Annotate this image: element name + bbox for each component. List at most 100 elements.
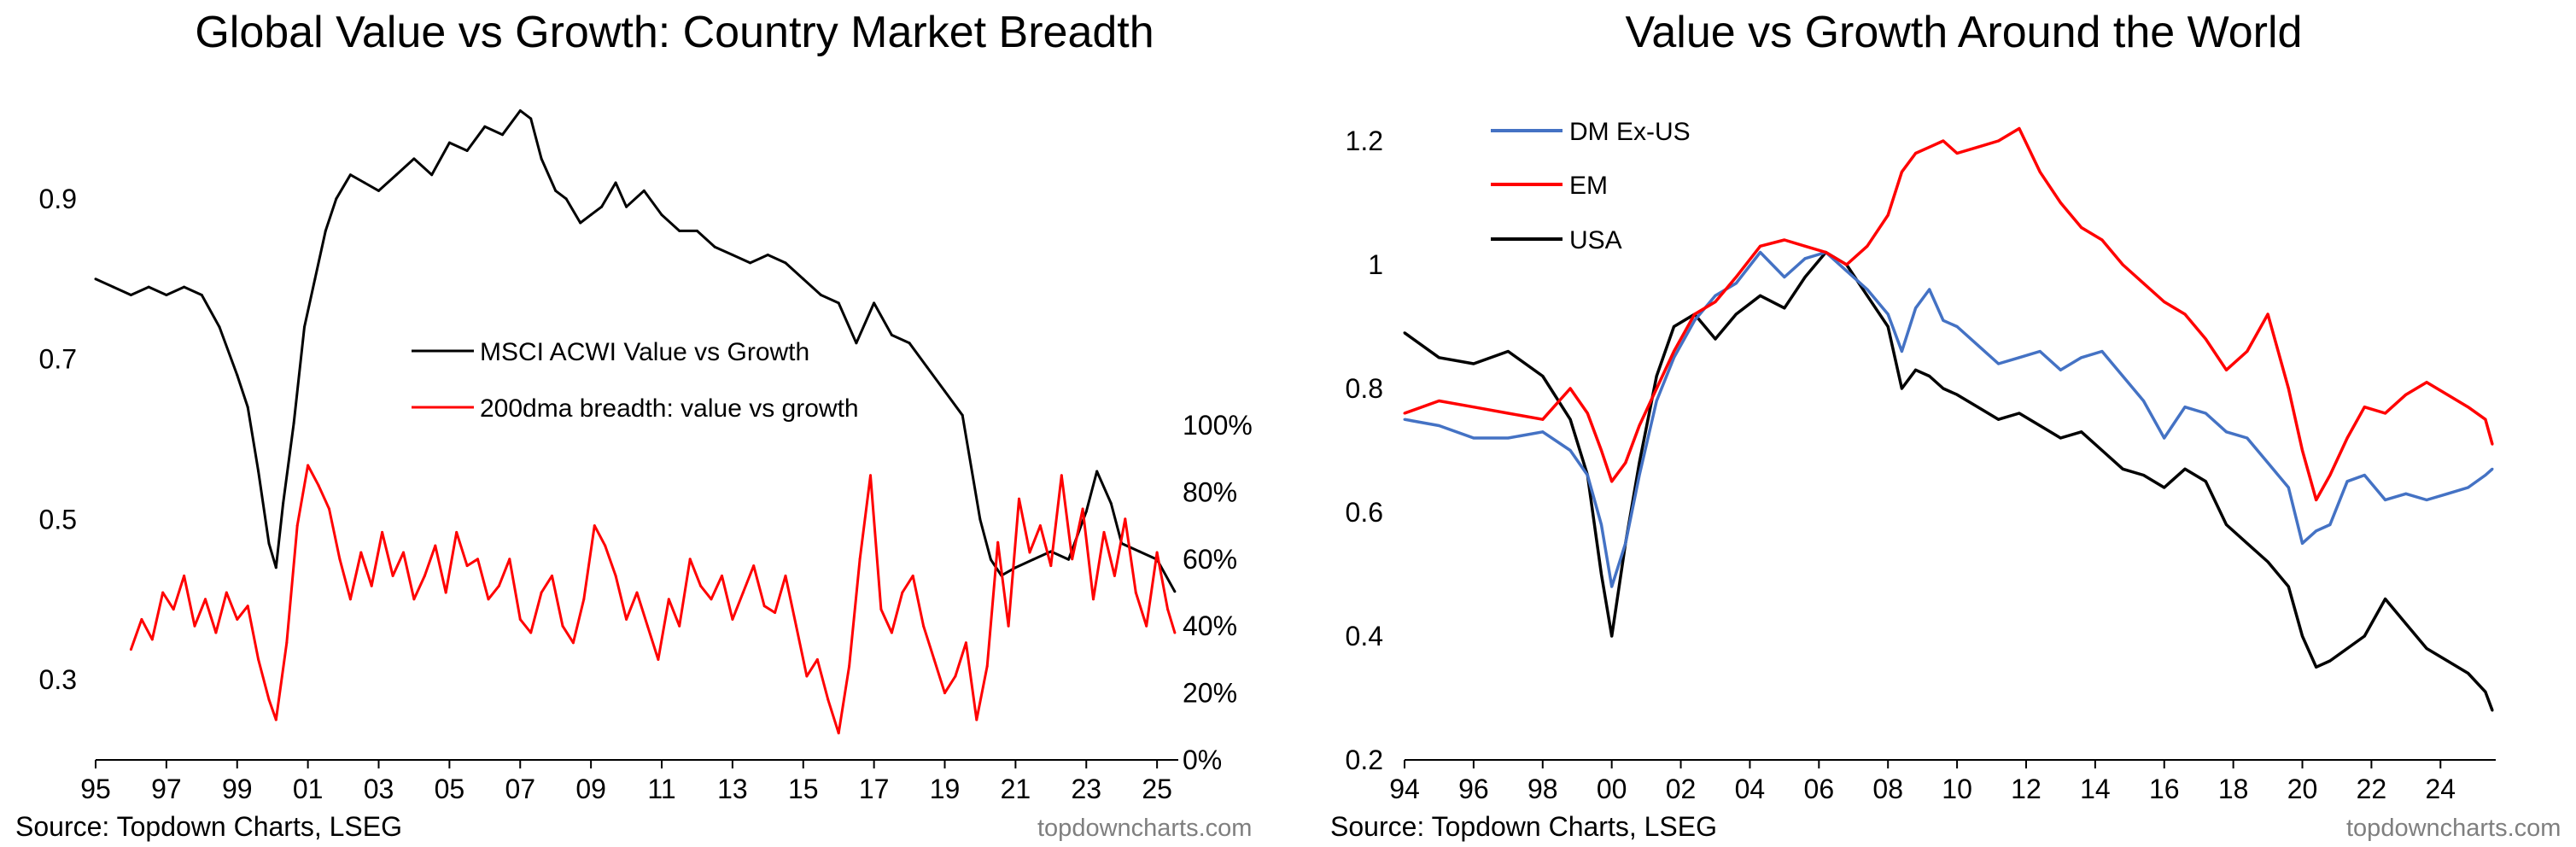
dm-ex-us-point	[1638, 474, 1641, 476]
em-point	[1803, 244, 1807, 248]
usa-point	[2287, 585, 2290, 588]
dm-ex-us-point	[1997, 362, 2001, 365]
value-vs-growth-point	[820, 294, 822, 296]
value-vs-growth-point	[642, 189, 645, 192]
value-vs-growth-point	[695, 229, 698, 232]
dm-ex-us-point	[1403, 418, 1406, 421]
value-vs-growth-point	[625, 205, 628, 208]
breadth-point	[1071, 558, 1074, 561]
em-point	[1610, 480, 1614, 483]
breadth-point	[551, 574, 553, 577]
breadth-point	[879, 608, 883, 611]
em-point	[2384, 412, 2387, 415]
breadth-point	[932, 657, 936, 661]
breadth-point	[476, 558, 479, 561]
breadth-point	[1060, 474, 1063, 477]
value-vs-growth-point	[564, 197, 568, 201]
dm-ex-us-point	[1600, 523, 1603, 526]
value-vs-growth-point	[989, 558, 992, 561]
dm-ex-us-point	[1693, 318, 1697, 322]
breadth-point	[508, 558, 511, 561]
em-point	[2425, 381, 2428, 384]
right-y-tick-label: 20%	[1183, 678, 1237, 709]
right-x-tick-label: 24	[2425, 774, 2456, 804]
em-point	[2142, 282, 2145, 285]
right-x-tick-label: 10	[1942, 774, 1972, 804]
breadth-point	[274, 718, 277, 721]
right-x-tick-label: 16	[2149, 774, 2180, 804]
value-vs-growth-point	[1013, 566, 1017, 570]
breadth-point	[434, 544, 437, 547]
value-vs-growth-point	[165, 294, 168, 296]
breadth-point	[150, 638, 154, 641]
value-vs-growth-point	[660, 213, 663, 217]
right-chart-y-tick-label: 0.2	[1346, 745, 1383, 775]
breadth-point	[328, 507, 330, 511]
value-vs-growth-point	[430, 173, 434, 177]
dm-ex-us-point	[1759, 251, 1762, 254]
breadth-point	[183, 574, 186, 577]
usa-point	[1506, 350, 1510, 353]
left-y-tick-label: 0.9	[39, 184, 77, 214]
em-point	[1568, 387, 1572, 390]
em-point	[2225, 368, 2228, 371]
value-vs-growth-point	[394, 173, 398, 177]
value-vs-growth-point	[978, 517, 982, 521]
value-vs-growth-point	[926, 365, 929, 369]
em-point	[2491, 442, 2494, 446]
dm-ex-us-point	[1866, 288, 1869, 291]
dm-ex-us-point	[2121, 375, 2124, 377]
breadth-point	[805, 675, 809, 678]
value-vs-growth-point	[335, 197, 338, 201]
value-vs-growth-point	[267, 542, 271, 545]
dm-ex-us-point	[1803, 257, 1807, 260]
em-point	[2038, 170, 2042, 173]
usa-point	[2246, 541, 2249, 545]
value-vs-growth-point	[540, 157, 543, 161]
breadth-point	[848, 664, 851, 668]
dm-ex-us-point	[1624, 541, 1627, 545]
left-chart-panel: Global Value vs Growth: Country Market B…	[15, 8, 1253, 842]
usa-point	[2266, 560, 2269, 564]
dm-ex-us-point	[2163, 436, 2166, 440]
legend-label: EM	[1569, 172, 1608, 200]
value-vs-growth-point	[1095, 470, 1099, 473]
breadth-point	[1018, 497, 1020, 500]
breadth-point	[561, 624, 564, 628]
breadth-point	[1038, 524, 1042, 528]
dm-ex-us-point	[2328, 523, 2332, 526]
left-x-tick-label: 07	[505, 774, 535, 804]
dm-ex-us-point	[2246, 436, 2249, 440]
left-x-tick-label: 25	[1142, 774, 1172, 804]
value-vs-growth-point	[908, 342, 911, 345]
usa-point	[1437, 356, 1440, 359]
breadth-point	[996, 540, 1000, 544]
breadth-point	[858, 558, 862, 561]
dm-ex-us-point	[1734, 282, 1738, 285]
dm-ex-us-point	[1928, 288, 1931, 291]
dm-ex-us-point	[1783, 276, 1786, 278]
left-x-tick-label: 19	[930, 774, 961, 804]
dm-ex-us-point	[2080, 356, 2083, 359]
em-point	[2059, 202, 2062, 204]
breadth-point	[837, 732, 840, 735]
em-point	[1997, 139, 2001, 143]
breadth-point	[412, 598, 416, 601]
dm-ex-us-point	[2204, 412, 2207, 415]
left-x-tick-label: 05	[435, 774, 465, 804]
dm-ex-us-point	[2100, 350, 2104, 353]
usa-point	[1866, 294, 1869, 297]
breadth-point	[381, 530, 384, 534]
breadth-point	[721, 574, 723, 577]
em-point	[2100, 238, 2104, 242]
breadth-point	[161, 591, 165, 594]
em-point	[2183, 313, 2187, 316]
dm-ex-us-point	[1541, 430, 1545, 434]
value-vs-growth-point	[554, 189, 558, 192]
value-vs-growth-point	[1031, 558, 1035, 561]
value-vs-growth-point	[483, 125, 487, 128]
value-vs-growth-point	[529, 117, 533, 120]
usa-point	[2363, 634, 2366, 638]
breadth-point	[465, 564, 469, 568]
dm-ex-us-point	[2225, 430, 2228, 434]
